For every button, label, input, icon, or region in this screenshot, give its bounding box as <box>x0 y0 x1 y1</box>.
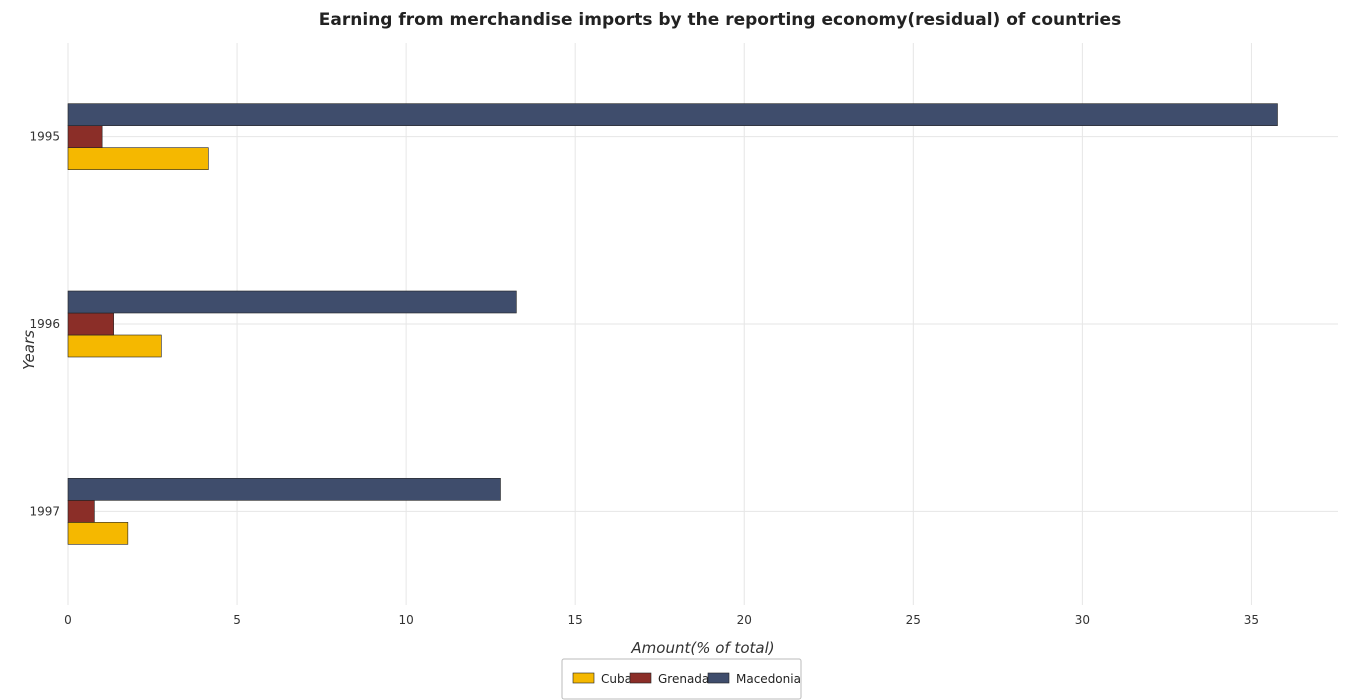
chart-title: Earning from merchandise imports by the … <box>319 10 1121 30</box>
legend-swatch-grenada <box>629 672 652 684</box>
bar-cuba-1996 <box>67 334 162 358</box>
y-tick-label: 1997 <box>29 504 60 518</box>
x-tick-label: 35 <box>1244 613 1259 627</box>
bar-grenada-1996 <box>67 312 114 336</box>
legend-label-grenada: Grenada <box>658 672 709 686</box>
legend: Cuba Grenada Macedonia <box>561 658 802 700</box>
legend-swatch-cuba <box>572 672 595 684</box>
y-tick-label: 1995 <box>29 130 60 144</box>
bar-macedonia-1997 <box>67 478 501 501</box>
x-tick-label: 15 <box>568 613 583 627</box>
y-axis-label: Years <box>20 330 38 370</box>
bar-cuba-1997 <box>67 522 129 545</box>
grid <box>67 43 1338 605</box>
legend-frame <box>561 658 802 700</box>
x-axis-label: Amount(% of total) <box>630 639 774 657</box>
y-axis-ticks: 1995 1996 1997 <box>29 130 60 519</box>
x-tick-label: 25 <box>906 613 921 627</box>
legend-label-macedonia: Macedonia <box>736 672 801 686</box>
y-tick-label: 1996 <box>29 317 60 331</box>
bar-macedonia-1996 <box>67 290 517 314</box>
x-axis-ticks: 0 5 10 15 20 25 30 35 <box>64 613 1259 627</box>
legend-swatch-macedonia <box>707 672 730 684</box>
x-tick-label: 10 <box>398 613 413 627</box>
x-tick-label: 0 <box>64 613 72 627</box>
bar-cuba-1995 <box>67 147 209 170</box>
x-tick-label: 5 <box>233 613 241 627</box>
x-tick-label: 30 <box>1075 613 1090 627</box>
bars <box>67 103 1278 545</box>
x-tick-label: 20 <box>737 613 752 627</box>
bar-grenada-1995 <box>67 125 103 148</box>
bar-macedonia-1995 <box>67 103 1278 126</box>
legend-label-cuba: Cuba <box>601 672 632 686</box>
bar-grenada-1997 <box>67 500 95 523</box>
